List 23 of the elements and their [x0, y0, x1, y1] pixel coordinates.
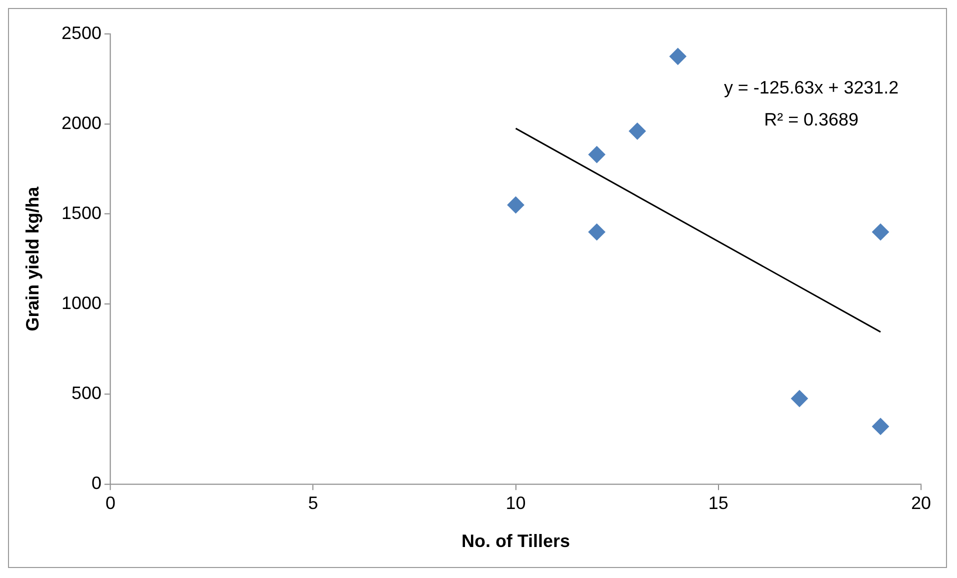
y-tick-label: 1500 [62, 202, 102, 223]
point [669, 48, 686, 65]
point [588, 146, 606, 164]
y-tick-label: 1000 [62, 292, 102, 313]
point [872, 224, 890, 240]
point [790, 390, 808, 408]
point [588, 224, 606, 240]
y-axis-title: Grain yield kg/ha [22, 186, 43, 332]
x-tick-label: 5 [308, 492, 318, 513]
y-tick-label: 0 [91, 473, 102, 494]
y-tick-label: 2500 [62, 22, 102, 43]
annotation: R² = 0.3689 [764, 110, 858, 130]
point [872, 418, 890, 435]
x-tick-label: 20 [911, 492, 932, 513]
x-tick-label: 10 [506, 492, 526, 513]
annotation: y = -125.63x + 3231.2 [724, 78, 899, 98]
point [507, 196, 524, 214]
x-axis-title: No. of Tillers [462, 531, 570, 552]
x-tick-label: 15 [708, 492, 728, 513]
x-tick-label: 0 [105, 492, 116, 513]
y-tick-label: 2000 [62, 112, 102, 133]
point [628, 122, 646, 140]
y-tick-label: 500 [71, 383, 102, 404]
